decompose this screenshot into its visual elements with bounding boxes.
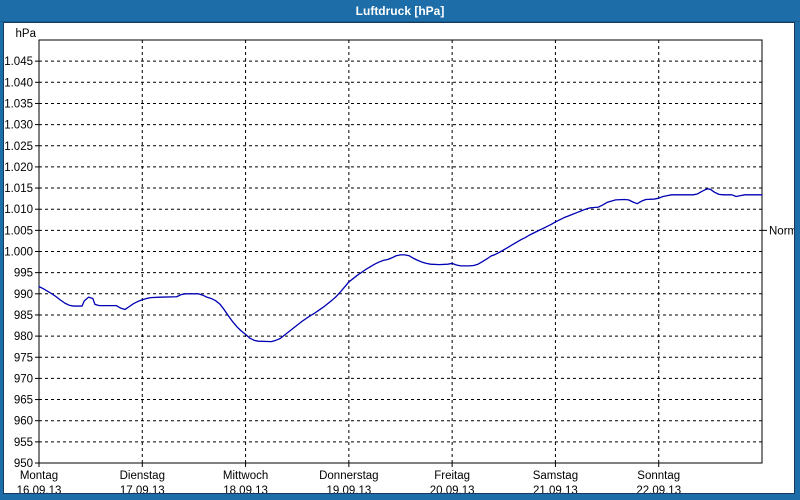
y-axis-label: 970	[14, 373, 33, 385]
normal-label: Normal	[769, 225, 794, 237]
day-date-label: 20.09.13	[430, 485, 475, 493]
day-name-label: Mittwoch	[223, 470, 268, 482]
y-axis-label: 1.010	[4, 204, 33, 216]
y-axis-unit-label: hPa	[16, 28, 37, 40]
chart-title-bar: Luftdruck [hPa]	[0, 0, 800, 22]
y-axis-label: 1.045	[4, 56, 33, 68]
chart-panel: 1.045 1.040 1.035 1.030 1.025 1.020 1.015 1.010…	[3, 22, 795, 494]
y-axis-label: 960	[14, 416, 33, 428]
y-axis-label: 975	[14, 352, 33, 364]
day-name-label: Sonntag	[637, 470, 680, 482]
pressure-chart-svg: 1.045 1.040 1.035 1.030 1.025 1.020 1.015 1.010…	[4, 28, 794, 493]
day-date-label: 16.09.13	[17, 485, 62, 493]
y-axis-label: 955	[14, 437, 33, 449]
y-axis-label: 1.000	[4, 247, 33, 259]
day-date-label: 19.09.13	[326, 485, 371, 493]
y-axis-label: 1.015	[4, 183, 33, 195]
y-axis-label: 965	[14, 395, 33, 407]
day-date-label: 17.09.13	[120, 485, 165, 493]
chart-title: Luftdruck [hPa]	[355, 3, 445, 18]
y-axis-label: 950	[14, 458, 33, 470]
day-name-label: Donnerstag	[319, 470, 378, 482]
day-date-label: 18.09.13	[223, 485, 268, 493]
y-axis-label: 1.030	[4, 120, 33, 132]
y-axis-label: 1.035	[4, 98, 33, 110]
y-axis-label: 1.040	[4, 77, 33, 89]
day-name-label: Dienstag	[120, 470, 165, 482]
y-axis-label: 1.020	[4, 162, 33, 174]
y-axis-label: 985	[14, 310, 33, 322]
y-axis-label: 1.005	[4, 225, 33, 237]
day-date-label: 21.09.13	[533, 485, 578, 493]
day-name-label: Freitag	[434, 470, 470, 482]
day-date-label: 22.09.13	[636, 485, 681, 493]
y-axis-label: 1.025	[4, 141, 33, 153]
day-name-label: Samstag	[533, 470, 578, 482]
y-axis-label: 995	[14, 268, 33, 280]
y-axis-label: 980	[14, 331, 33, 343]
y-axis-label: 990	[14, 289, 33, 301]
pressure-line	[38, 188, 763, 343]
day-name-label: Montag	[20, 470, 58, 482]
plot-border	[38, 39, 763, 464]
